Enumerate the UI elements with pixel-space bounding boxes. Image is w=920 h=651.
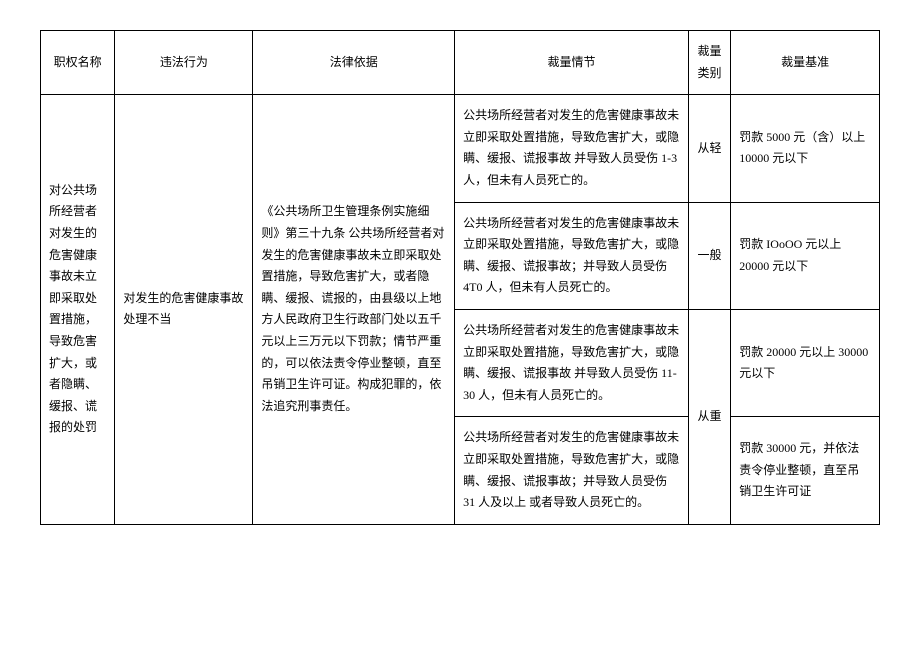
cell-circumstance: 公共场所经营者对发生的危害健康事故未立即采取处置措施，导致危害扩大，或隐瞒、缓报… [455, 309, 689, 416]
cell-authority-name: 对公共场所经营者对发生的危害健康事故未立即采取处置措施，导致危害扩大，或者隐瞒、… [41, 95, 115, 525]
table-header-row: 职权名称 违法行为 法律依据 裁量情节 裁量类别 裁量基准 [41, 31, 880, 95]
cell-legal-basis: 《公共场所卫生管理条例实施细则》第三十九条 公共场所经营者对发生的危害健康事故未… [253, 95, 455, 525]
cell-circumstance: 公共场所经营者对发生的危害健康事故未立即采取处置措施，导致危害扩大，或隐瞒、缓报… [455, 202, 689, 309]
cell-standard: 罚款 5000 元（含）以上 10000 元以下 [731, 95, 880, 202]
cell-illegal-act: 对发生的危害健康事故处理不当 [115, 95, 253, 525]
table-row: 对公共场所经营者对发生的危害健康事故未立即采取处置措施，导致危害扩大，或者隐瞒、… [41, 95, 880, 202]
cell-type: 从轻 [688, 95, 730, 202]
cell-standard: 罚款 20000 元以上 30000 元以下 [731, 309, 880, 416]
cell-circumstance: 公共场所经营者对发生的危害健康事故未立即采取处置措施，导致危害扩大，或隐瞒、缓报… [455, 417, 689, 524]
header-illegal-act: 违法行为 [115, 31, 253, 95]
cell-type: 一般 [688, 202, 730, 309]
cell-standard: 罚款 30000 元，并依法责令停业整顿，直至吊销卫生许可证 [731, 417, 880, 524]
header-authority-name: 职权名称 [41, 31, 115, 95]
header-circumstance: 裁量情节 [455, 31, 689, 95]
header-legal-basis: 法律依据 [253, 31, 455, 95]
cell-type: 从重 [688, 309, 730, 524]
header-standard: 裁量基准 [731, 31, 880, 95]
discretion-table: 职权名称 违法行为 法律依据 裁量情节 裁量类别 裁量基准 对公共场所经营者对发… [40, 30, 880, 525]
cell-circumstance: 公共场所经营者对发生的危害健康事故未立即采取处置措施，导致危害扩大，或隐瞒、缓报… [455, 95, 689, 202]
cell-standard: 罚款 IOoOO 元以上 20000 元以下 [731, 202, 880, 309]
header-type: 裁量类别 [688, 31, 730, 95]
